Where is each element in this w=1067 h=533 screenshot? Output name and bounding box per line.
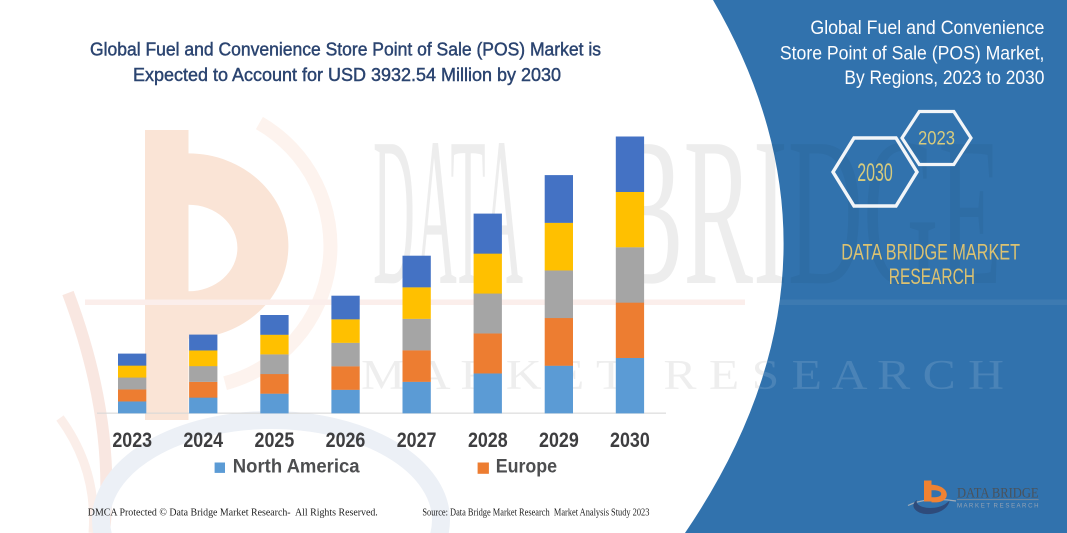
svg-text:DATA BRIDGE MARKET: DATA BRIDGE MARKET: [841, 240, 1020, 265]
svg-text:2023: 2023: [112, 427, 152, 452]
svg-text:2027: 2027: [397, 427, 437, 452]
svg-text:2029: 2029: [539, 427, 579, 452]
svg-text:Store Point of Sale (POS) Mark: Store Point of Sale (POS) Market,: [780, 43, 1045, 65]
svg-text:North America: North America: [233, 457, 360, 478]
svg-text:DATA BRIDGE: DATA BRIDGE: [957, 485, 1039, 501]
svg-text:2028: 2028: [468, 427, 508, 452]
svg-text:Global Fuel and Convenience: Global Fuel and Convenience: [810, 17, 1044, 39]
svg-text:2025: 2025: [255, 427, 295, 452]
svg-text:Expected to Account for USD 39: Expected to Account for USD 3932.54 Mill…: [133, 64, 561, 85]
svg-text:2023: 2023: [918, 128, 955, 150]
svg-text:RESEARCH: RESEARCH: [889, 264, 975, 289]
svg-text:By Regions, 2023 to 2030: By Regions, 2023 to 2030: [844, 67, 1044, 89]
svg-text:2030: 2030: [857, 159, 893, 187]
svg-text:2024: 2024: [183, 427, 223, 452]
svg-text:M A R K E T R E S E A R C H: M A R K E T R E S E A R C H: [957, 502, 1039, 509]
svg-text:Source: Data Bridge Market Res: Source: Data Bridge Market Research Mark…: [422, 506, 649, 518]
svg-text:2030: 2030: [610, 427, 650, 452]
svg-text:Global Fuel and Convenience St: Global Fuel and Convenience Store Point …: [90, 39, 601, 60]
svg-text:Europe: Europe: [496, 457, 558, 478]
svg-text:2026: 2026: [326, 427, 366, 452]
svg-text:DMCA Protected © Data Bridge M: DMCA Protected © Data Bridge Market Rese…: [88, 506, 378, 518]
